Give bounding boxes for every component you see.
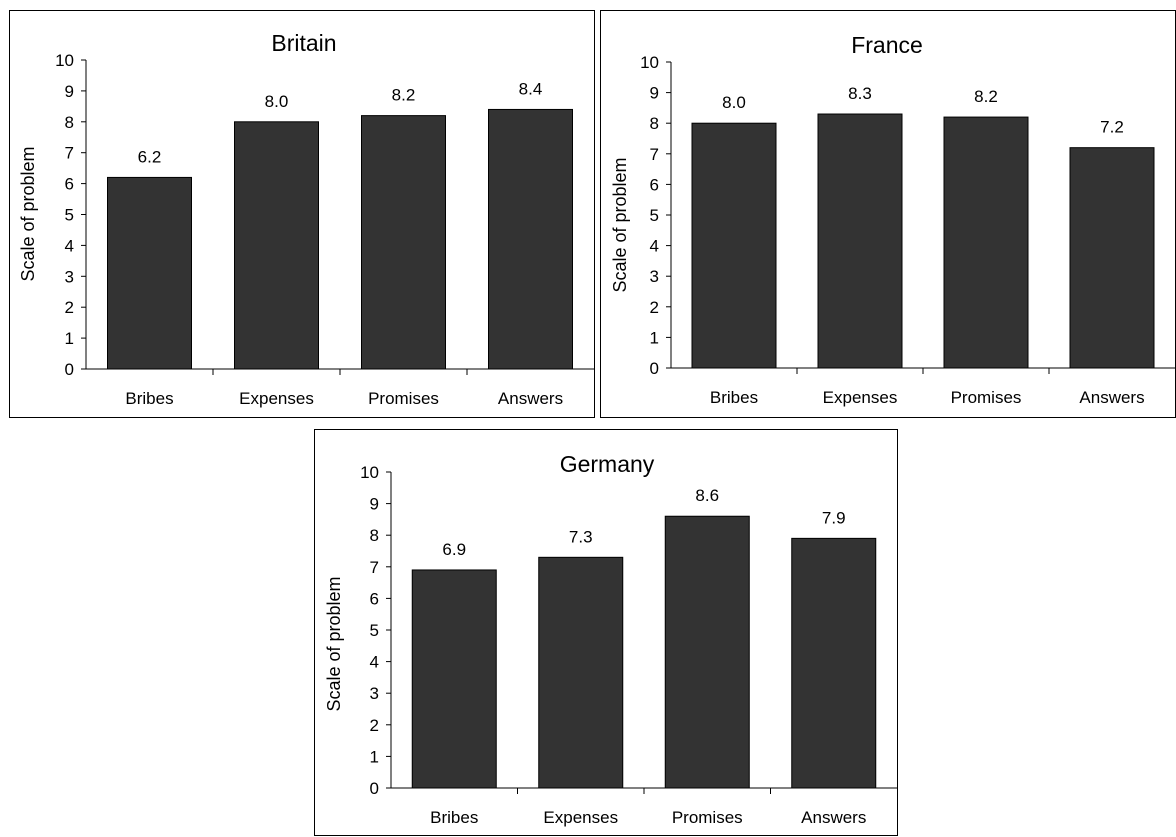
germany-chart-svg: Germany Scale of problem 0 1 2 3 4 5 6 7 8 9 10 6.9…	[324, 451, 897, 827]
x-tick-label: Expenses	[543, 808, 618, 827]
y-tick-label: 6	[370, 589, 379, 608]
data-label: 8.0	[265, 92, 289, 111]
data-label: 8.0	[722, 93, 746, 112]
bar	[361, 115, 446, 370]
bar	[234, 121, 319, 370]
x-tick-label: Expenses	[239, 389, 314, 408]
y-axis-label: Scale of problem	[610, 157, 630, 292]
y-tick-label: 9	[650, 84, 659, 103]
x-tick-label: Bribes	[430, 808, 478, 827]
chart-title: France	[851, 32, 923, 58]
data-label: 8.2	[392, 86, 416, 105]
y-tick-label: 8	[370, 526, 379, 545]
y-tick-label: 7	[65, 144, 74, 163]
x-tick-label: Answers	[1079, 388, 1144, 407]
y-tick-label: 0	[65, 360, 74, 379]
bar	[488, 108, 573, 370]
y-tick-label: 1	[370, 747, 379, 766]
bar	[691, 122, 777, 369]
data-label: 7.2	[1100, 118, 1124, 137]
chart-title: Germany	[560, 451, 655, 477]
y-tick-label: 0	[650, 359, 659, 378]
y-tick-label: 2	[370, 716, 379, 735]
bar	[791, 537, 877, 789]
y-tick-label: 6	[65, 175, 74, 194]
x-tick-label: Promises	[368, 389, 439, 408]
bar	[817, 113, 903, 369]
y-tick-label: 7	[650, 145, 659, 164]
y-tick-label: 5	[370, 621, 379, 640]
bar	[107, 176, 192, 370]
x-tick-label: Bribes	[710, 388, 758, 407]
bar	[538, 556, 624, 789]
x-tick-label: Answers	[801, 808, 866, 827]
plot-area: 0 1 2 3 4 5 6 7 8 9 10 6.2 Bribes 8.0 Expenses 8.2 Promi…	[55, 51, 594, 408]
britain-chart-panel: Britain Scale of problem 0 1 2 3 4 5 6 7 8 9 10 6.2…	[9, 10, 595, 418]
y-tick-label: 7	[370, 558, 379, 577]
bar	[664, 515, 750, 789]
france-chart-svg: France Scale of problem 0 1 2 3 4 5 6 7 8 9 10 8.0 B…	[610, 32, 1175, 407]
y-tick-label: 0	[370, 779, 379, 798]
y-tick-label: 4	[65, 236, 74, 255]
x-tick-label: Promises	[672, 808, 743, 827]
y-tick-label: 10	[360, 463, 379, 482]
data-label: 8.2	[974, 87, 998, 106]
y-tick-label: 6	[650, 175, 659, 194]
y-axis-label: Scale of problem	[324, 576, 344, 711]
bar	[943, 116, 1029, 369]
data-label: 8.3	[848, 84, 872, 103]
y-tick-label: 3	[65, 267, 74, 286]
y-tick-label: 5	[650, 206, 659, 225]
data-label: 7.3	[569, 527, 593, 546]
france-chart-panel: France Scale of problem 0 1 2 3 4 5 6 7 8 9 10 8.0 B…	[600, 10, 1176, 418]
bar	[1069, 147, 1155, 369]
data-label: 6.2	[138, 147, 162, 166]
y-tick-label: 10	[640, 53, 659, 72]
data-label: 8.4	[519, 79, 543, 98]
plot-area: 0 1 2 3 4 5 6 7 8 9 10 8.0 Bribes 8.3 Expenses 8.2 Promi…	[640, 53, 1175, 407]
y-tick-label: 4	[370, 653, 379, 672]
plot-area: 0 1 2 3 4 5 6 7 8 9 10 6.9 Bribes 7.3 Expenses 8.6 Promi…	[360, 463, 897, 827]
x-tick-label: Answers	[498, 389, 563, 408]
chart-title: Britain	[271, 30, 336, 56]
y-tick-label: 9	[370, 495, 379, 514]
britain-chart-svg: Britain Scale of problem 0 1 2 3 4 5 6 7 8 9 10 6.2…	[18, 30, 594, 408]
data-label: 6.9	[442, 540, 466, 559]
y-tick-label: 8	[650, 114, 659, 133]
y-tick-label: 1	[65, 329, 74, 348]
x-tick-label: Promises	[951, 388, 1022, 407]
bar	[411, 569, 497, 789]
data-label: 8.6	[695, 486, 719, 505]
y-tick-label: 9	[65, 82, 74, 101]
germany-chart-panel: Germany Scale of problem 0 1 2 3 4 5 6 7 8 9 10 6.9…	[314, 429, 898, 836]
y-tick-label: 2	[650, 298, 659, 317]
y-tick-label: 8	[65, 113, 74, 132]
y-tick-label: 5	[65, 206, 74, 225]
y-tick-label: 3	[370, 684, 379, 703]
x-tick-label: Expenses	[823, 388, 898, 407]
data-label: 7.9	[822, 508, 846, 527]
x-tick-label: Bribes	[125, 389, 173, 408]
y-tick-label: 1	[650, 328, 659, 347]
y-tick-label: 2	[65, 298, 74, 317]
y-tick-label: 3	[650, 267, 659, 286]
y-tick-label: 10	[55, 51, 74, 70]
y-tick-label: 4	[650, 237, 659, 256]
y-axis-label: Scale of problem	[18, 146, 38, 281]
